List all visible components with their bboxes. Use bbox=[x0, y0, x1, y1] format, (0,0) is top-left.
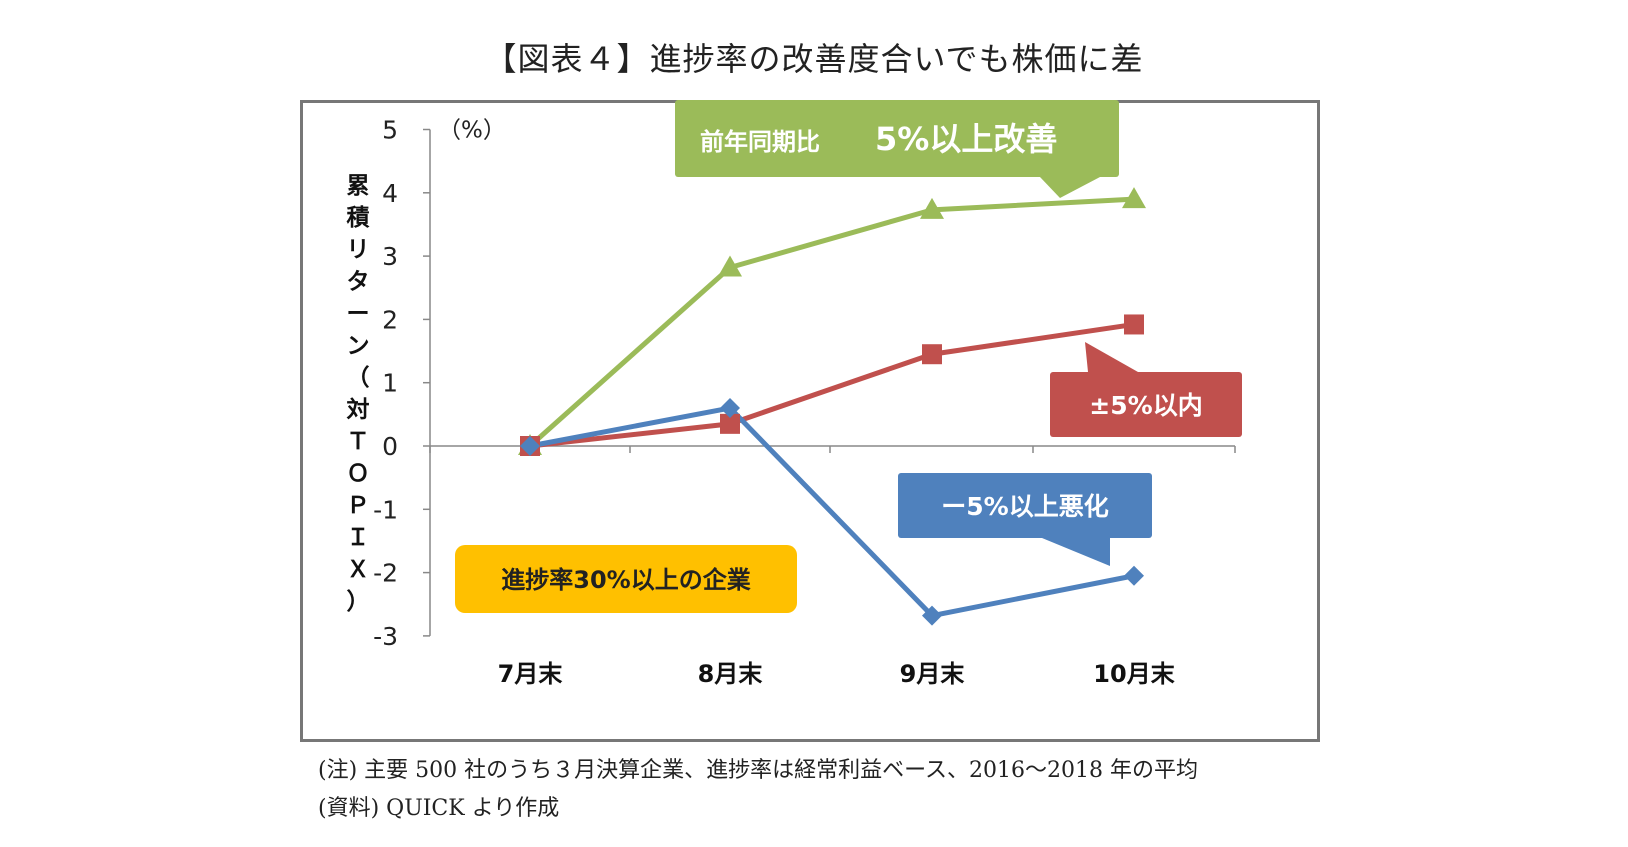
x-tick-label: 7月末 bbox=[498, 660, 564, 688]
data-point-triangle bbox=[1122, 187, 1146, 209]
y-tick-label: 5 bbox=[382, 116, 398, 145]
data-point-triangle bbox=[920, 197, 944, 219]
x-tick-label: 10月末 bbox=[1093, 660, 1175, 688]
y-tick-label: 4 bbox=[382, 179, 398, 208]
callout-label-worse: ー5%以上悪化 bbox=[941, 492, 1108, 521]
x-tick-label: 8月末 bbox=[698, 660, 764, 688]
callout-label-within: ±5%以内 bbox=[1089, 391, 1202, 420]
callout-box-improved bbox=[675, 100, 1119, 177]
data-point-square bbox=[720, 413, 740, 434]
callout-box-within bbox=[1050, 372, 1242, 437]
line-chart: 5 4 3 2 1 0 -1 -2 -3 （%） 7月末 8月末 9月末 10月末 前年同期比 5%以上改善… bbox=[373, 100, 1242, 688]
y-tick-label: 3 bbox=[382, 242, 398, 271]
series-line-2 bbox=[529, 405, 1135, 619]
series-line-0 bbox=[528, 196, 1135, 448]
chart-title: 【図表４】進捗率の改善度合いでも株価に差 bbox=[484, 40, 1144, 78]
footnote-note: (注) 主要 500 社のうち３月決算企業、進捗率は経常利益ベース、2016～2… bbox=[318, 758, 1199, 783]
group-label: 進捗率30%以上の企業 bbox=[501, 566, 750, 594]
callout-label-improved-main: 5%以上改善 bbox=[875, 120, 1057, 158]
group-label-box bbox=[455, 545, 797, 613]
data-point-diamond bbox=[1124, 565, 1144, 586]
y-axis-label: 累 積 リ タ ー ン （ 対 Ｔ Ｏ Ｐ Ｉ Ｘ ） bbox=[346, 173, 370, 615]
series-line-1 bbox=[529, 321, 1135, 449]
y-tick-label: -1 bbox=[373, 495, 398, 524]
y-tick-label: 2 bbox=[382, 305, 398, 334]
data-point-triangle bbox=[718, 255, 742, 277]
y-unit-label: （%） bbox=[438, 118, 506, 144]
callout-box-worse bbox=[898, 473, 1152, 538]
data-point-square bbox=[922, 344, 942, 365]
y-tick-label: -3 bbox=[373, 622, 398, 651]
y-tick-label: 1 bbox=[382, 369, 398, 398]
y-tick-label: -2 bbox=[373, 559, 398, 588]
callout-pointer-worse bbox=[1042, 538, 1110, 566]
callout-pointer-within bbox=[1085, 342, 1138, 372]
data-point-diamond bbox=[720, 398, 740, 419]
y-tick-label: 0 bbox=[382, 432, 398, 461]
callout-pointer-improved bbox=[1040, 177, 1100, 198]
data-point-diamond bbox=[520, 436, 540, 456]
data-point-square bbox=[1124, 314, 1144, 335]
x-tick-label: 9月末 bbox=[900, 660, 966, 688]
callout-label-improved-prefix: 前年同期比 bbox=[700, 128, 820, 156]
data-point-diamond bbox=[922, 605, 942, 626]
footnote-source: (資料) QUICK より作成 bbox=[318, 796, 560, 821]
